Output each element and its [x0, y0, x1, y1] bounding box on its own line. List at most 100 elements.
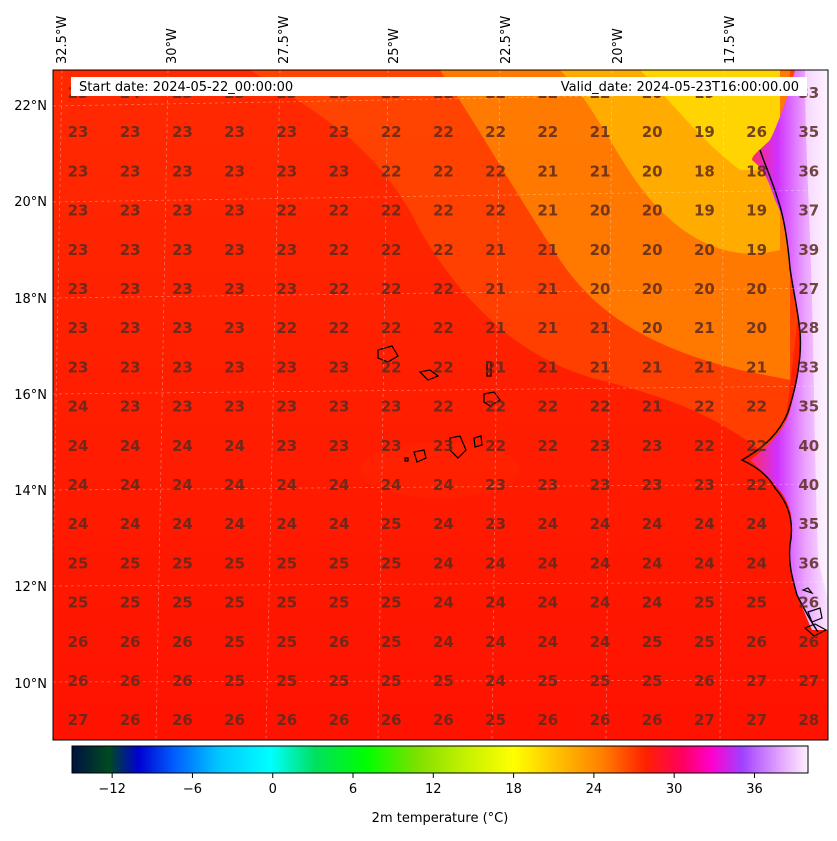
- west-africa-land: [750, 70, 828, 630]
- temperature-value: 27: [694, 711, 715, 729]
- temperature-value: 23: [381, 437, 402, 455]
- temperature-value: 40: [798, 437, 819, 455]
- temperature-value: 24: [746, 554, 767, 572]
- warm-patch: [360, 442, 520, 498]
- temperature-value: 22: [381, 280, 402, 298]
- temperature-value: 25: [485, 711, 506, 729]
- temperature-value: 27: [798, 672, 819, 690]
- temperature-value: 23: [120, 162, 141, 180]
- temperature-value: 21: [590, 123, 611, 141]
- temperature-value: 20: [642, 319, 663, 337]
- temperature-value: 28: [798, 711, 819, 729]
- temperature-value: 21: [537, 319, 558, 337]
- colorbar: −12 −6 0 6 12 18 24 30 36 2m temperature (°C): [71, 745, 809, 826]
- temperature-value: 22: [276, 319, 297, 337]
- temperature-value: 23: [172, 280, 193, 298]
- temperature-value: 22: [537, 437, 558, 455]
- temperature-value: 23: [172, 398, 193, 416]
- temperature-value: 23: [224, 280, 245, 298]
- temperature-value: 20: [590, 202, 611, 220]
- temperature-value: 23: [224, 358, 245, 376]
- temperature-value: 21: [642, 398, 663, 416]
- temperature-value: 22: [433, 280, 454, 298]
- temperature-value: 23: [120, 202, 141, 220]
- temperature-value: 26: [590, 711, 611, 729]
- temperature-value: 25: [329, 672, 350, 690]
- temperature-value-grid: 23 24 23 23 23 23 23 22 22 22 22 20 19 33 23 23 23 23 23 23…: [68, 84, 820, 729]
- temperature-value: 24: [746, 515, 767, 533]
- temperature-value: 20: [694, 280, 715, 298]
- temperature-value: 36: [798, 162, 819, 180]
- map-frame: [52, 69, 829, 741]
- temperature-value: 23: [172, 241, 193, 259]
- temperature-value: 24: [68, 437, 89, 455]
- temperature-value: 25: [329, 594, 350, 612]
- temperature-value: 26: [798, 594, 819, 612]
- graticule: [53, 70, 828, 740]
- temperature-value: 24: [68, 515, 89, 533]
- temperature-value: 19: [694, 123, 715, 141]
- temperature-value: 24: [590, 594, 611, 612]
- temperature-value: 24: [120, 476, 141, 494]
- temperature-value: 24: [485, 554, 506, 572]
- temperature-value: 26: [68, 672, 89, 690]
- temperature-value: 23: [381, 398, 402, 416]
- temperature-value: 23: [172, 202, 193, 220]
- temperature-value: 22: [329, 319, 350, 337]
- temperature-value: 33: [798, 358, 819, 376]
- temperature-value: 23: [68, 241, 89, 259]
- temperature-value: 24: [642, 554, 663, 572]
- temperature-value: 20: [642, 202, 663, 220]
- temperature-value: 19: [746, 241, 767, 259]
- colorbar-tick-label: 18: [505, 782, 522, 797]
- temperature-value: 18: [746, 162, 767, 180]
- colorbar-tick-label: 12: [425, 782, 442, 797]
- temperature-value: 21: [746, 358, 767, 376]
- colorbar-ramp: [71, 745, 809, 774]
- temperature-value: 22: [537, 123, 558, 141]
- temperature-value: 22: [381, 123, 402, 141]
- temperature-value: 25: [329, 554, 350, 572]
- temperature-value: 24: [590, 633, 611, 651]
- temperature-value: 25: [381, 672, 402, 690]
- temperature-value: 20: [642, 241, 663, 259]
- temperature-value: 23: [224, 319, 245, 337]
- temperature-value: 22: [485, 123, 506, 141]
- temperature-value: 25: [642, 633, 663, 651]
- temperature-value: 24: [433, 476, 454, 494]
- temperature-value: 23: [172, 319, 193, 337]
- temperature-value: 20: [746, 280, 767, 298]
- start-date-label: Start date: 2024-05-22_00:00:00: [79, 80, 293, 95]
- temperature-value: 26: [537, 711, 558, 729]
- temperature-value: 26: [120, 633, 141, 651]
- colorbar-tick-label: 30: [666, 782, 683, 797]
- longitude-label: 30°W: [165, 28, 180, 64]
- temperature-value: 23: [224, 241, 245, 259]
- temperature-value: 25: [224, 594, 245, 612]
- temperature-value: 25: [642, 672, 663, 690]
- temperature-value: 23: [485, 515, 506, 533]
- temperature-value: 23: [485, 476, 506, 494]
- temperature-value: 21: [537, 280, 558, 298]
- temperature-value: 24: [172, 515, 193, 533]
- longitude-label: 20°W: [611, 28, 626, 64]
- temperature-value: 21: [485, 358, 506, 376]
- temperature-value: 24: [485, 594, 506, 612]
- temperature-value: 23: [329, 398, 350, 416]
- temperature-value: 26: [172, 711, 193, 729]
- temperature-value: 23: [224, 123, 245, 141]
- temperature-value: 23: [68, 319, 89, 337]
- colorbar-ticks: −12 −6 0 6 12 18 24 30 36: [98, 773, 763, 797]
- temperature-value: 24: [329, 476, 350, 494]
- temperature-value: 22: [433, 319, 454, 337]
- temperature-value: 20: [642, 162, 663, 180]
- temperature-value: 24: [381, 476, 402, 494]
- temperature-value: 40: [798, 476, 819, 494]
- temperature-value: 23: [68, 202, 89, 220]
- temperature-value: 22: [276, 202, 297, 220]
- temperature-value: 23: [433, 437, 454, 455]
- temperature-value: 22: [433, 162, 454, 180]
- temperature-value: 26: [746, 633, 767, 651]
- temperature-value: 24: [68, 476, 89, 494]
- temperature-value: 35: [798, 123, 819, 141]
